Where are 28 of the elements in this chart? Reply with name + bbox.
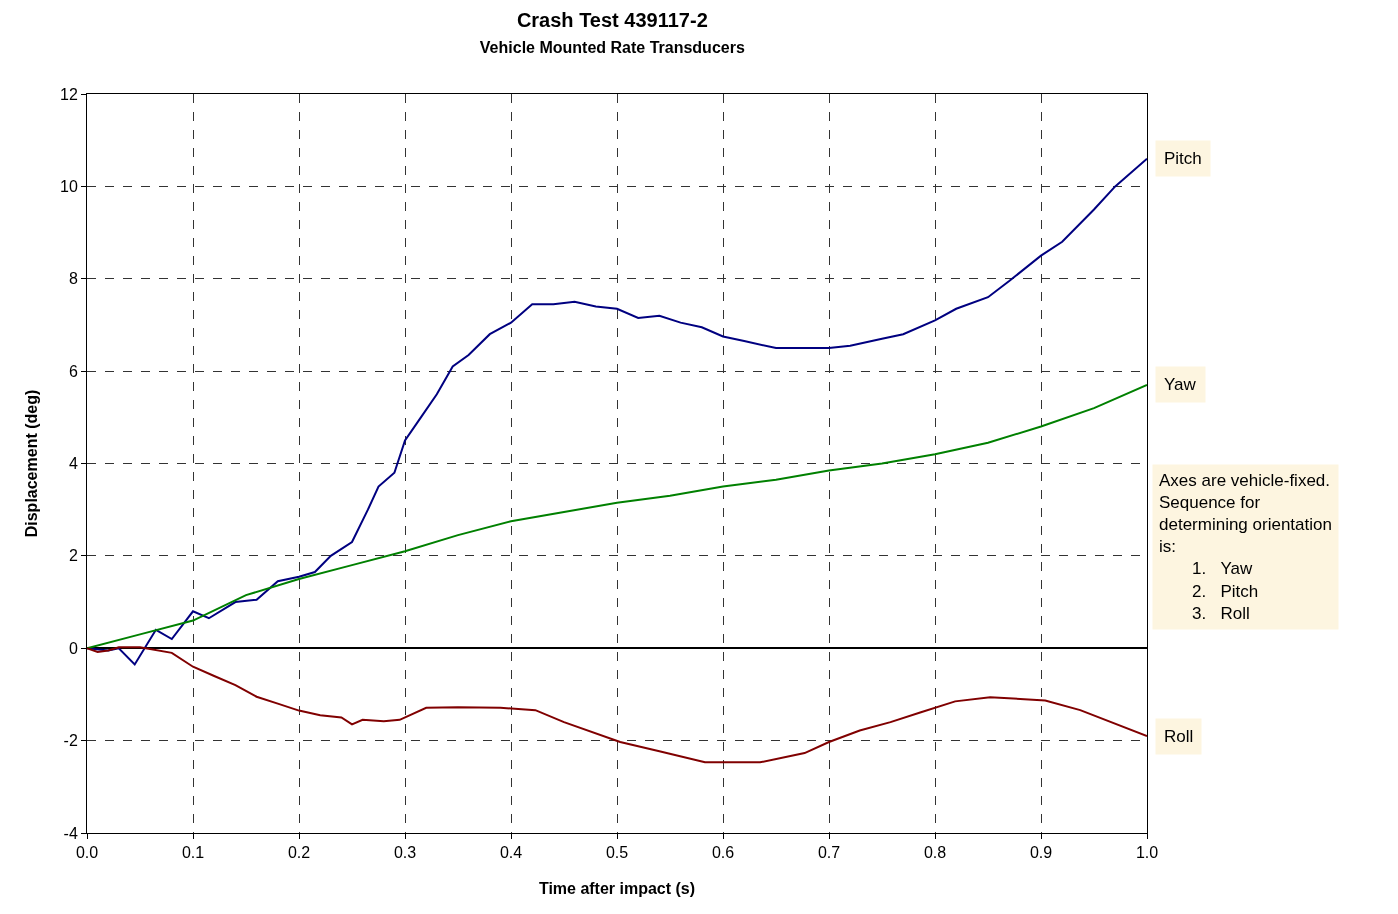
x-tick-label: 0.1 bbox=[181, 844, 205, 862]
y-tick-label: 10 bbox=[60, 177, 78, 195]
chart-subtitle: Vehicle Mounted Rate Transducers bbox=[479, 39, 745, 57]
y-tick-label: -4 bbox=[63, 824, 78, 842]
x-tick-label: 0.8 bbox=[923, 844, 947, 862]
x-axis-title: Time after impact (s) bbox=[538, 879, 696, 897]
series-label: Pitch bbox=[1164, 149, 1202, 168]
x-tick-label: 0.6 bbox=[711, 844, 735, 862]
series-label: Yaw bbox=[1164, 375, 1197, 394]
y-tick-label: -2 bbox=[63, 732, 78, 750]
x-tick-label: 0.3 bbox=[393, 844, 417, 862]
x-tick-label: 0.5 bbox=[605, 844, 629, 862]
y-axis-title: Displacement (deg) bbox=[22, 389, 40, 538]
y-tick-label: 4 bbox=[68, 455, 78, 473]
y-tick-label: 8 bbox=[68, 270, 78, 288]
y-tick-label: 6 bbox=[68, 362, 78, 380]
x-tick-label: 0.2 bbox=[287, 844, 311, 862]
x-tick-label: 0.4 bbox=[499, 844, 523, 862]
y-tick-label: 0 bbox=[68, 639, 78, 657]
chart-title: Crash Test 439117-2 bbox=[516, 9, 708, 32]
y-tick-label: 2 bbox=[68, 547, 78, 565]
y-tick-label: 12 bbox=[60, 85, 78, 103]
series-label: Roll bbox=[1164, 727, 1194, 746]
x-tick-label: 0.7 bbox=[817, 844, 841, 862]
x-tick-label: 1.0 bbox=[1135, 844, 1159, 862]
text: Axes are vehicle-fixed. Sequence for determining orientation is: 1. Yaw 2. Pitch 3. Roll bbox=[1159, 471, 1332, 623]
x-tick-label: 0.0 bbox=[75, 844, 99, 862]
x-tick-label: 0.9 bbox=[1029, 844, 1053, 862]
